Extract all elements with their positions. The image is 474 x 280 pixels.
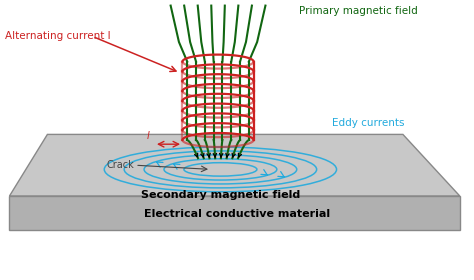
Text: Eddy currents: Eddy currents [332,118,404,128]
Text: l: l [146,131,149,141]
Text: Electrical conductive material: Electrical conductive material [144,209,330,219]
Polygon shape [9,134,460,196]
Text: Alternating current I: Alternating current I [5,31,110,41]
Text: Secondary magnetic field: Secondary magnetic field [141,190,300,200]
Polygon shape [9,196,460,230]
Text: Primary magnetic field: Primary magnetic field [299,6,418,16]
Text: Crack: Crack [107,160,135,170]
